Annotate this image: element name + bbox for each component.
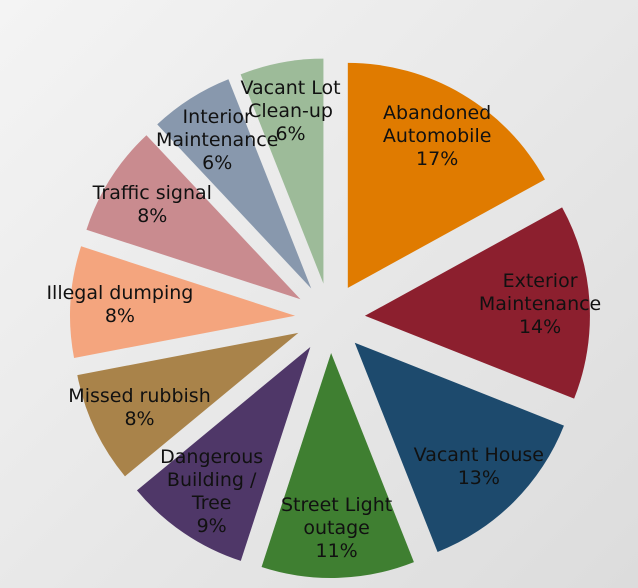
pie-slice bbox=[354, 342, 564, 552]
category-label: Street Light outage bbox=[281, 493, 393, 539]
slice-label: Abandoned Automobile 17% bbox=[372, 102, 502, 171]
slice-label: Interior Maintenance 6% bbox=[152, 106, 282, 175]
slice-label: Vacant Lot Clean-up 6% bbox=[226, 77, 356, 146]
value-label: 8% bbox=[137, 205, 168, 228]
pie-slice bbox=[77, 332, 299, 477]
slice-label: Illegal dumping 8% bbox=[45, 282, 195, 328]
slice-label: Traffic signal 8% bbox=[77, 182, 227, 228]
value-label: 8% bbox=[124, 407, 155, 430]
value-label: 11% bbox=[315, 539, 358, 562]
value-label: 13% bbox=[457, 466, 500, 489]
value-label: 14% bbox=[518, 316, 562, 339]
category-label: Dangerous Building / Tree bbox=[160, 446, 264, 515]
slice-label: Vacant House 13% bbox=[404, 444, 554, 490]
pie-slice bbox=[157, 79, 312, 289]
category-label: Vacant Lot Clean-up bbox=[240, 76, 341, 122]
pie-slice bbox=[136, 346, 311, 561]
pie-slice bbox=[261, 352, 414, 578]
value-label: 6% bbox=[275, 122, 306, 145]
category-label: Vacant House bbox=[413, 443, 544, 466]
pie-slice bbox=[240, 58, 324, 284]
value-label: 9% bbox=[196, 515, 227, 538]
slice-label: Street Light outage 11% bbox=[262, 494, 412, 563]
value-label: 6% bbox=[202, 151, 233, 174]
pie-slice bbox=[86, 135, 301, 300]
pie-slice bbox=[347, 62, 545, 288]
slice-label: Missed rubbish 8% bbox=[65, 385, 215, 431]
category-label: Exterior Maintenance bbox=[478, 270, 602, 316]
category-label: Abandoned Automobile bbox=[382, 102, 492, 148]
category-label: Traffic signal bbox=[92, 182, 212, 205]
pie-slice bbox=[364, 207, 590, 399]
category-label: Missed rubbish bbox=[68, 384, 211, 407]
slice-label: Dangerous Building / Tree 9% bbox=[147, 446, 277, 538]
pie-slice bbox=[70, 246, 296, 358]
value-label: 8% bbox=[104, 304, 135, 327]
slice-label: Exterior Maintenance 14% bbox=[475, 270, 605, 339]
value-label: 17% bbox=[416, 148, 459, 171]
category-label: Interior Maintenance bbox=[156, 105, 279, 151]
category-label: Illegal dumping bbox=[46, 281, 194, 304]
